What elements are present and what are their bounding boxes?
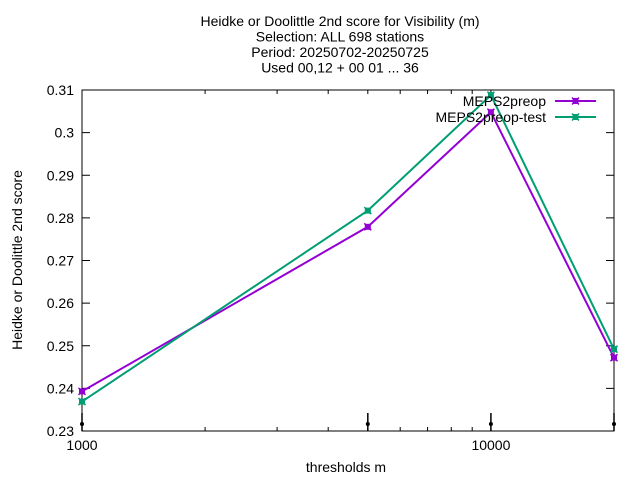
data-point-stroke <box>363 206 372 215</box>
data-point-stroke <box>77 387 87 396</box>
data-point-stroke <box>609 345 619 354</box>
y-tick-label: 0.23 <box>47 423 74 439</box>
y-tick-label: 0.27 <box>47 253 74 269</box>
y-tick-label: 0.28 <box>47 210 74 226</box>
threshold-dot <box>365 422 370 426</box>
title-line: Period: 20250702-20250725 <box>251 44 429 60</box>
data-point-stroke <box>77 397 87 406</box>
data-point-stroke <box>486 91 495 100</box>
threshold-dot <box>80 422 84 426</box>
y-tick-label: 0.26 <box>47 295 74 311</box>
threshold-dot <box>612 422 616 426</box>
chart-title: Heidke or Doolittle 2nd score for Visibi… <box>200 13 479 76</box>
threshold-dot <box>488 422 493 426</box>
series-0 <box>77 108 619 396</box>
series-line <box>81 110 615 393</box>
y-tick-label: 0.29 <box>47 167 74 183</box>
data-point-stroke <box>571 112 580 122</box>
plot-frame <box>81 89 615 432</box>
observation-marks <box>80 413 616 431</box>
series-line <box>81 93 615 403</box>
data-point-stroke <box>571 96 580 106</box>
y-tick-label: 0.31 <box>47 82 74 98</box>
title-line: Selection: ALL 698 stations <box>256 29 424 45</box>
x-axis-label: thresholds m <box>306 459 386 475</box>
y-axis-label: Heidke or Doolittle 2nd score <box>9 170 25 350</box>
series-group <box>77 91 619 406</box>
data-point-stroke <box>486 108 495 117</box>
x-tick-label: 1000 <box>66 437 97 453</box>
title-line: Used 00,12 + 00 01 ... 36 <box>261 60 419 76</box>
y-tick-label: 0.3 <box>55 125 75 141</box>
x-tick-label: 10000 <box>471 437 510 453</box>
legend-label: MEPS2preop-test <box>436 109 547 125</box>
data-point-stroke <box>609 353 619 362</box>
y-tick-label: 0.24 <box>47 380 74 396</box>
x-axis: 1000 10000 <box>66 90 615 453</box>
title-line: Heidke or Doolittle 2nd score for Visibi… <box>200 13 479 29</box>
data-point-stroke <box>363 222 372 231</box>
legend-label: MEPS2preop <box>463 93 546 109</box>
series-1 <box>77 91 619 406</box>
y-tick-label: 0.25 <box>47 338 74 354</box>
y-axis: 0.23 0.24 0.25 0.26 0.27 0.28 0.29 0.3 0.31 <box>47 82 614 439</box>
